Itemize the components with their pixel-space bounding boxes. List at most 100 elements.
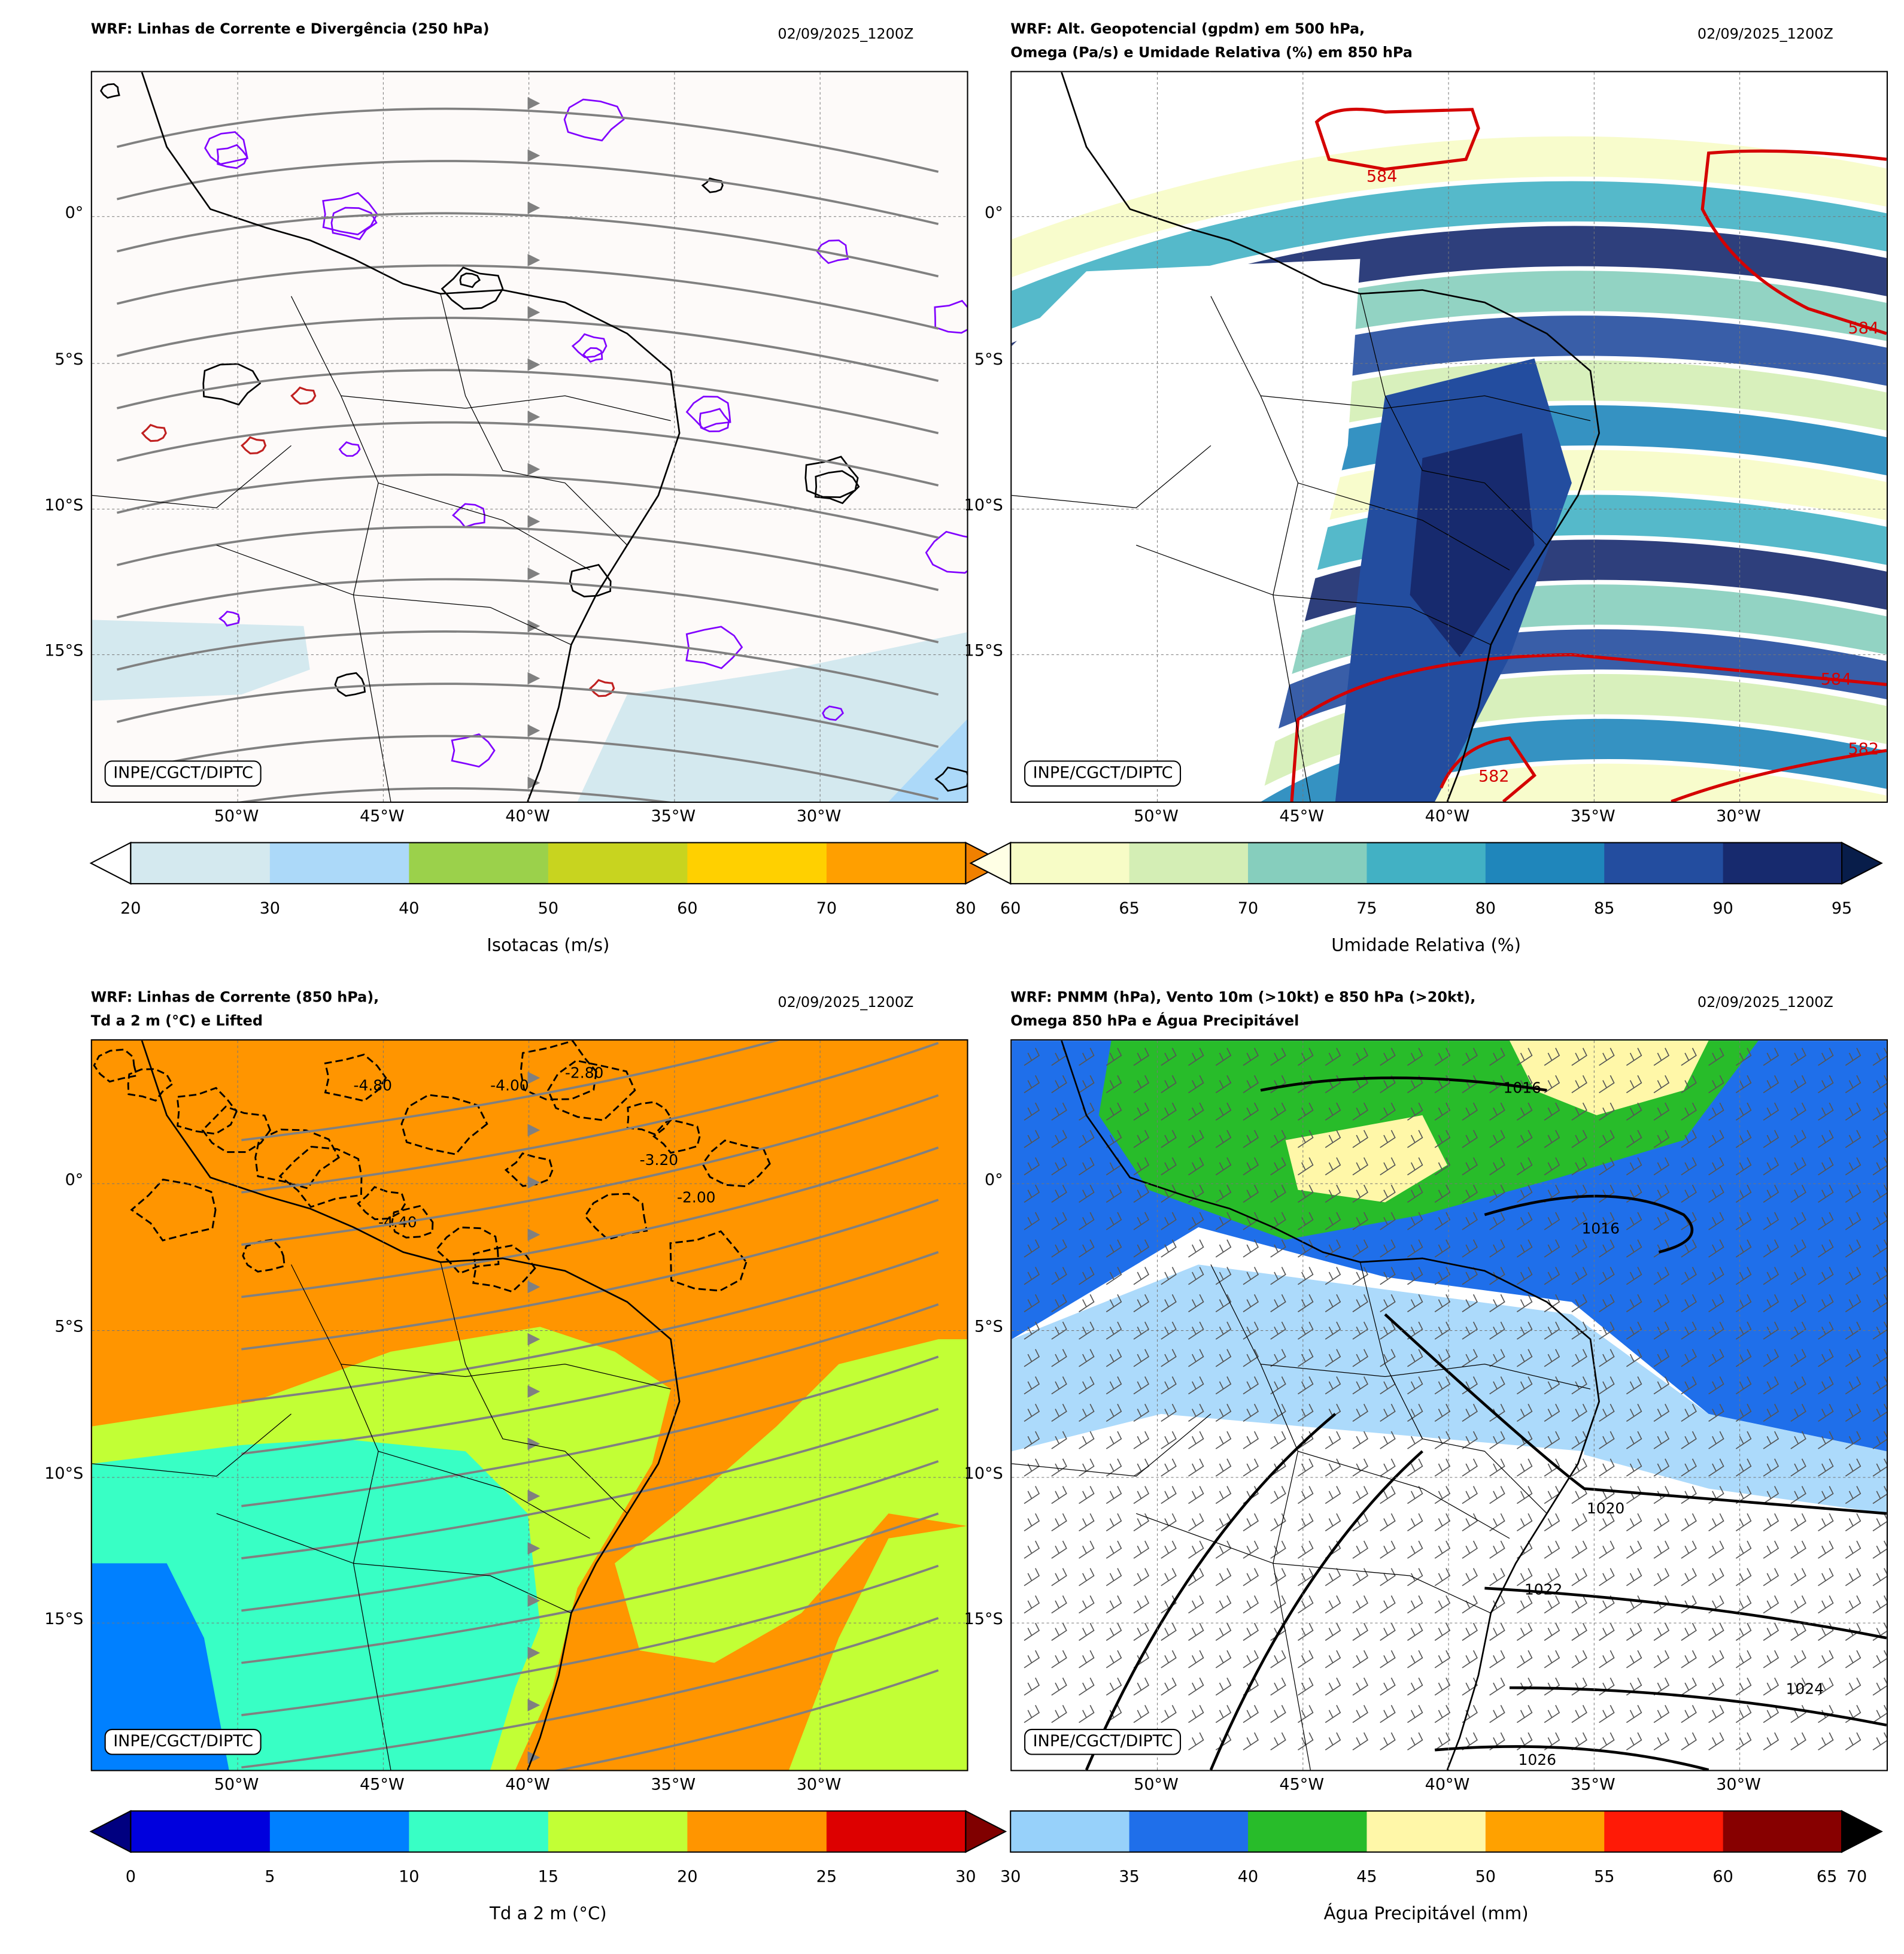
wind-barb	[1708, 1102, 1724, 1121]
wind-barb	[1681, 1267, 1697, 1285]
wind-barb	[1626, 1458, 1642, 1477]
streamline	[116, 474, 939, 539]
wind-barb	[1325, 1431, 1341, 1449]
geopotential-contour	[1290, 653, 1887, 802]
wind-barb	[1489, 1540, 1505, 1559]
colorbar-tick-label: 65	[1119, 900, 1140, 919]
state-border	[1298, 1451, 1510, 1539]
wind-barb	[1243, 1048, 1259, 1066]
wind-barb	[1571, 1704, 1587, 1724]
wind-barb	[1735, 1677, 1752, 1696]
wind-barb	[1215, 1157, 1232, 1176]
wind-barb	[1215, 1212, 1232, 1230]
wind-barb	[1653, 1677, 1670, 1696]
wind-barb	[1845, 1376, 1862, 1395]
wind-barb	[1270, 1294, 1286, 1313]
wind-barb	[1735, 1349, 1752, 1367]
streamline-arrow	[527, 1542, 540, 1555]
streamline	[116, 526, 939, 591]
wind-barb	[1818, 1403, 1834, 1422]
wind-barb	[1161, 1075, 1177, 1094]
humidity-fill	[1012, 226, 1887, 381]
wind-barb	[1544, 1267, 1560, 1285]
colorbar	[969, 841, 1883, 885]
lifted-index-contour	[391, 1204, 434, 1239]
wind-barb	[1872, 1568, 1887, 1586]
state-border	[353, 1562, 572, 1614]
wind-barb	[1188, 1349, 1204, 1367]
wind-barb	[1872, 1486, 1887, 1504]
wind-barb	[1434, 1704, 1451, 1724]
colorbar-tick-label: 60	[1000, 900, 1021, 919]
wind-barb	[1352, 1102, 1369, 1121]
wind-barb	[1653, 1130, 1670, 1148]
isobar	[1085, 1413, 1337, 1770]
wind-barb	[1653, 1376, 1670, 1395]
divergence-contour	[934, 299, 967, 334]
isobar	[1509, 1686, 1887, 1727]
isobar	[1384, 1313, 1887, 1515]
streamline-arrow	[527, 776, 540, 790]
wind-barb	[1188, 1239, 1204, 1258]
state-border	[378, 1451, 590, 1539]
wind-barb	[1516, 1568, 1533, 1586]
wind-barb	[1516, 1486, 1533, 1504]
wind-barb	[1051, 1568, 1067, 1586]
humidity-fill	[1036, 315, 1887, 476]
wind-barb	[1818, 1650, 1834, 1668]
wind-barb	[1325, 1157, 1341, 1176]
colorbar-segment	[130, 842, 271, 884]
wind-barb	[1544, 1130, 1560, 1148]
wind-barb	[1763, 1540, 1780, 1559]
wind-barb	[1079, 1568, 1095, 1586]
wind-barb	[1845, 1212, 1862, 1230]
wind-barb	[1215, 1184, 1232, 1203]
streamline	[241, 1040, 781, 1142]
streamlines	[116, 107, 939, 802]
colorbar-tick-label: 80	[955, 900, 976, 919]
wind-barb	[1708, 1130, 1724, 1148]
wind-barb	[1489, 1102, 1505, 1121]
wind-barb	[1434, 1540, 1451, 1559]
wind-barb	[1106, 1130, 1122, 1148]
state-border	[92, 1413, 291, 1477]
wind-barb	[1653, 1540, 1670, 1559]
wind-barb	[1516, 1349, 1533, 1367]
wind-barb	[1544, 1458, 1560, 1477]
wind-barb	[1845, 1102, 1862, 1121]
lon-tick-label: 50°W	[214, 1776, 259, 1795]
colorbar-segment	[269, 1811, 410, 1852]
wind-barb	[1352, 1540, 1369, 1559]
wind-barb	[1845, 1732, 1862, 1750]
wind-barb	[1188, 1704, 1204, 1724]
wind-barb	[1024, 1568, 1040, 1586]
humidity-fill	[1055, 360, 1887, 521]
wind-barb	[1735, 1321, 1752, 1340]
wind-barb	[1106, 1239, 1122, 1258]
humidity-fill	[1012, 136, 1887, 278]
wind-barb	[1106, 1513, 1122, 1531]
lon-tick-label: 40°W	[1425, 808, 1470, 827]
isobar	[1435, 1745, 1709, 1770]
wind-barb	[1790, 1294, 1806, 1313]
wind-barb	[1599, 1650, 1615, 1668]
streamline	[116, 369, 939, 435]
wind-barb	[1352, 1732, 1369, 1750]
wind-barb	[1133, 1184, 1150, 1203]
wind-barb	[1352, 1267, 1369, 1285]
wind-barb	[1681, 1732, 1697, 1750]
colorbar-segment	[1604, 1811, 1724, 1852]
wind-barb	[1790, 1321, 1806, 1340]
wind-barb	[1653, 1212, 1670, 1230]
colorbar-tick-label: 65	[1816, 1868, 1838, 1887]
wind-barb	[1818, 1157, 1834, 1176]
wind-barb	[1325, 1102, 1341, 1121]
colorbar-tick-label: 55	[1594, 1868, 1615, 1887]
wind-barb	[1051, 1650, 1067, 1668]
wind-barb	[1352, 1130, 1369, 1148]
wind-barb	[1380, 1048, 1396, 1066]
wind-barb	[1571, 1294, 1587, 1313]
wind-barb	[1489, 1349, 1505, 1367]
wind-barb	[1489, 1431, 1505, 1449]
